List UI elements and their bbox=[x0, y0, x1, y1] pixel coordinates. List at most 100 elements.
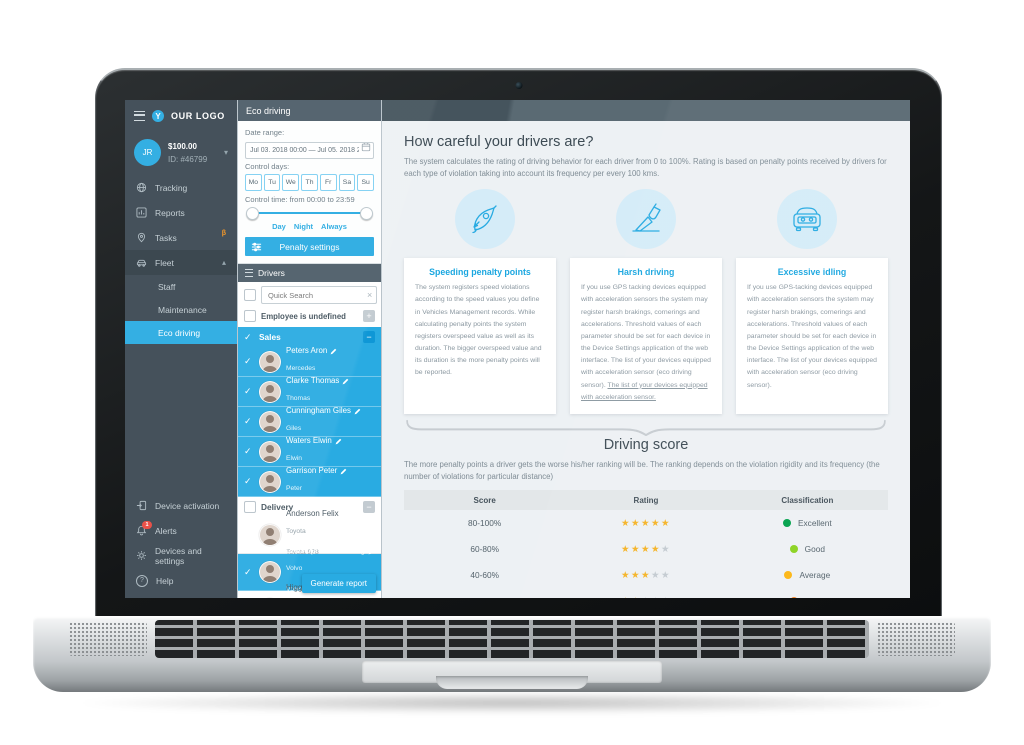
laptop-bezel: Y OUR LOGO JR $100.00 ID: #46799 ▾ Track… bbox=[95, 68, 942, 621]
sidebar-item-tasks[interactable]: Tasks β bbox=[125, 225, 237, 250]
driver-row[interactable]: ✓ Waters Elwin Elwin bbox=[238, 436, 381, 467]
user-id: ID: #46799 bbox=[168, 154, 208, 164]
day-chip-we[interactable]: We bbox=[282, 174, 300, 191]
hamburger-icon[interactable] bbox=[134, 111, 145, 121]
calendar-icon[interactable] bbox=[361, 142, 371, 152]
sidebar-item-tracking[interactable]: Tracking bbox=[125, 175, 237, 200]
driver-row[interactable]: Anderson Felix Toyota Toyota 978 bbox=[238, 509, 381, 556]
gear-icon bbox=[137, 551, 146, 560]
check-icon: ✓ bbox=[244, 416, 252, 426]
card-excessive-idling: Excessive idling If you use GPS-tacking … bbox=[736, 258, 888, 414]
time-presets: Day Night Always bbox=[245, 222, 374, 231]
laptop-base bbox=[33, 616, 991, 692]
driver-row[interactable]: ✓ Peters Aron Mercedes bbox=[238, 346, 381, 377]
location-pin-icon bbox=[137, 232, 146, 243]
collapse-button[interactable]: − bbox=[363, 331, 375, 343]
sidebar-item-alerts[interactable]: 1 Alerts bbox=[125, 518, 237, 543]
group-row-delivery[interactable]: Delivery − bbox=[238, 497, 381, 517]
day-chip-th[interactable]: Th bbox=[301, 174, 318, 191]
edit-icon[interactable] bbox=[342, 378, 349, 385]
table-row: 40-60% ★★★★★ Average bbox=[404, 562, 888, 588]
panel-filters: Date range: Control days: Mo Tu We Th Fr… bbox=[238, 121, 381, 264]
avatar: JR bbox=[134, 139, 161, 166]
driver-avatar bbox=[259, 350, 281, 373]
slider-handle-start[interactable] bbox=[246, 207, 259, 220]
list-icon bbox=[245, 269, 253, 277]
search-box: × bbox=[261, 286, 378, 304]
time-range-slider[interactable] bbox=[246, 207, 373, 220]
card-title: Harsh driving bbox=[617, 267, 675, 278]
penalty-settings-button[interactable]: Penalty settings bbox=[245, 237, 374, 256]
main-content: How careful your drivers are? The system… bbox=[382, 100, 910, 598]
user-account[interactable]: JR $100.00 ID: #46799 ▾ bbox=[125, 132, 237, 175]
status-dot bbox=[784, 571, 793, 580]
edit-icon[interactable] bbox=[330, 348, 337, 355]
generate-report-button[interactable]: Generate report bbox=[301, 574, 376, 593]
sidebar-item-fleet[interactable]: Fleet ▴ bbox=[125, 250, 237, 275]
date-range-label: Date range: bbox=[245, 128, 285, 137]
check-icon: ✓ bbox=[244, 356, 252, 366]
devices-list-link[interactable]: The list of your devices equipped with a… bbox=[581, 381, 708, 401]
driver-avatar bbox=[259, 380, 281, 403]
sidebar-item-help[interactable]: ? Help bbox=[125, 568, 237, 593]
driver-row[interactable]: ✓ Cunningham Giles Giles bbox=[238, 406, 381, 437]
table-header: Score Rating Classification bbox=[404, 490, 888, 511]
card-text: If you use GPS tacking devices equipped … bbox=[581, 284, 711, 401]
globe-icon bbox=[136, 182, 147, 193]
status-dot bbox=[789, 545, 798, 554]
lid-notch bbox=[436, 676, 588, 689]
day-chip-mo[interactable]: Mo bbox=[245, 174, 262, 191]
sidebar-item-device-activation[interactable]: Device activation bbox=[125, 493, 237, 518]
driver-row[interactable]: ✓ Clarke Thomas Thomas bbox=[238, 376, 381, 407]
sidebar-item-devices-settings[interactable]: Devices and settings bbox=[125, 543, 237, 568]
bar-chart-icon bbox=[136, 207, 147, 218]
table-row: 60-80% ★★★★★ Good bbox=[404, 536, 888, 562]
sidebar-item-reports[interactable]: Reports bbox=[125, 200, 237, 225]
alerts-count-badge: 1 bbox=[142, 521, 152, 529]
speaker-grille bbox=[877, 622, 955, 656]
edit-icon[interactable] bbox=[335, 438, 342, 445]
check-icon: ✓ bbox=[244, 386, 252, 396]
expand-button[interactable]: + bbox=[363, 310, 375, 322]
edit-icon[interactable] bbox=[354, 408, 361, 415]
edit-icon[interactable] bbox=[340, 468, 347, 475]
day-chip-su[interactable]: Su bbox=[357, 174, 375, 191]
chevron-down-icon[interactable]: ▾ bbox=[223, 148, 228, 157]
classification-cell: Average bbox=[727, 570, 888, 580]
sidebar-item-maintenance[interactable]: Maintenance bbox=[158, 304, 207, 315]
user-balance: $100.00 bbox=[168, 141, 197, 151]
preset-always[interactable]: Always bbox=[321, 222, 347, 231]
group-row-sales[interactable]: ✓ Sales − bbox=[238, 327, 381, 347]
date-range-input[interactable] bbox=[245, 142, 374, 159]
panel-title: Eco driving bbox=[238, 100, 381, 121]
preset-day[interactable]: Day bbox=[272, 222, 286, 231]
sidebar: Y OUR LOGO JR $100.00 ID: #46799 ▾ Track… bbox=[125, 100, 237, 598]
edit-icon[interactable] bbox=[368, 548, 375, 555]
day-chip-sa[interactable]: Sa bbox=[338, 174, 356, 191]
main-topbar bbox=[382, 100, 910, 121]
day-chip-fr[interactable]: Fr bbox=[319, 174, 337, 191]
collapse-button[interactable]: − bbox=[363, 501, 375, 513]
score-cell: 20-40% bbox=[404, 596, 565, 598]
sidebar-item-staff[interactable]: Staff bbox=[158, 281, 176, 292]
keyboard bbox=[155, 620, 869, 658]
driving-score-title: Driving score bbox=[603, 436, 689, 453]
day-chip-tu[interactable]: Tu bbox=[263, 174, 281, 191]
search-input[interactable] bbox=[266, 289, 367, 301]
group-checkbox[interactable] bbox=[244, 501, 256, 513]
preset-night[interactable]: Night bbox=[293, 222, 314, 231]
employee-undefined-row[interactable]: Employee is undefined + bbox=[238, 307, 381, 327]
driving-score-intro: The more penalty points a driver gets th… bbox=[404, 459, 880, 481]
car-icon bbox=[136, 259, 147, 267]
select-all-checkbox[interactable] bbox=[244, 289, 256, 301]
driver-row[interactable]: ✓ Garrison Peter Peter bbox=[238, 466, 381, 497]
classification-cell: Risky bbox=[727, 596, 888, 598]
slider-handle-end[interactable] bbox=[360, 207, 373, 220]
employee-undefined-checkbox[interactable] bbox=[244, 310, 256, 322]
clear-search-icon[interactable]: × bbox=[367, 289, 373, 300]
brand-logo-text: OUR LOGO bbox=[171, 111, 225, 121]
classification-cell: Good bbox=[727, 544, 888, 554]
sidebar-item-eco-driving[interactable]: Eco driving bbox=[125, 321, 237, 344]
table-row: 80-100% ★★★★★ Excellent bbox=[404, 510, 888, 536]
check-icon: ✓ bbox=[244, 446, 252, 456]
